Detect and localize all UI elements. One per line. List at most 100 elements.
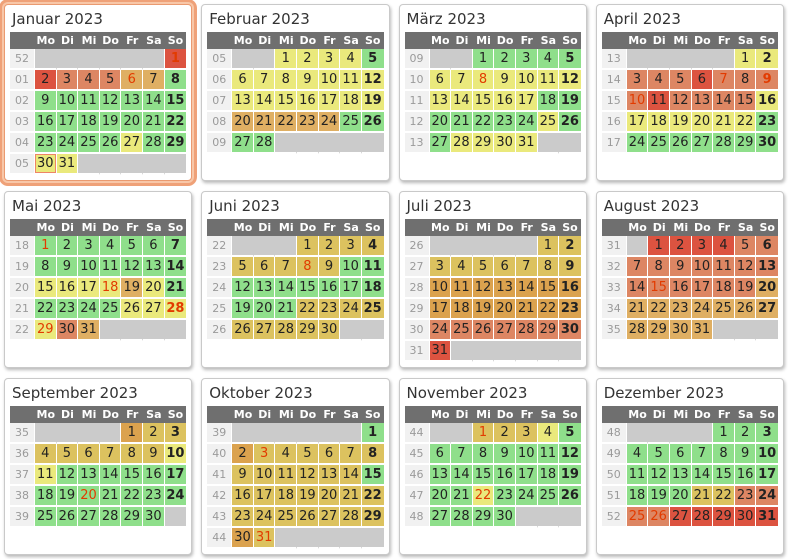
day-cell-6[interactable]: 6	[143, 236, 165, 257]
day-cell-26[interactable]: 26	[361, 112, 384, 133]
day-cell-6[interactable]: 6	[669, 444, 692, 465]
day-cell-21[interactable]: 21	[451, 112, 473, 133]
day-cell-13[interactable]: 13	[429, 465, 452, 486]
day-cell-10[interactable]: 10	[253, 465, 276, 486]
day-cell-8[interactable]: 8	[472, 444, 495, 465]
day-cell-6[interactable]: 6	[232, 70, 254, 91]
day-cell-27[interactable]: 27	[253, 320, 276, 341]
day-cell-23[interactable]: 23	[756, 112, 778, 133]
day-cell-29[interactable]: 29	[537, 320, 560, 341]
day-cell-17[interactable]: 17	[626, 112, 649, 133]
day-cell-7[interactable]: 7	[626, 257, 649, 278]
day-cell-19[interactable]: 19	[734, 278, 757, 299]
day-cell-18[interactable]: 18	[626, 486, 649, 507]
day-cell-22[interactable]: 22	[297, 299, 319, 320]
day-cell-7[interactable]: 7	[275, 257, 298, 278]
day-cell-17[interactable]: 17	[164, 465, 187, 486]
day-cell-22[interactable]: 22	[35, 299, 57, 320]
day-cell-25[interactable]: 25	[537, 486, 560, 507]
day-cell-3[interactable]: 3	[626, 70, 649, 91]
day-cell-6[interactable]: 6	[318, 444, 341, 465]
day-cell-9[interactable]: 9	[297, 70, 319, 91]
day-cell-17[interactable]: 17	[515, 91, 538, 112]
day-cell-18[interactable]: 18	[451, 299, 473, 320]
day-cell-19[interactable]: 19	[559, 91, 581, 112]
day-cell-30[interactable]: 30	[559, 320, 581, 341]
day-cell-22[interactable]: 22	[648, 299, 670, 320]
day-cell-29[interactable]: 29	[121, 507, 144, 528]
day-cell-11[interactable]: 11	[648, 91, 670, 112]
day-cell-27[interactable]: 27	[318, 507, 341, 528]
day-cell-8[interactable]: 8	[164, 70, 187, 91]
day-cell-25[interactable]: 25	[713, 299, 735, 320]
day-cell-10[interactable]: 10	[56, 91, 79, 112]
day-cell-6[interactable]: 6	[494, 257, 516, 278]
day-cell-8[interactable]: 8	[734, 70, 757, 91]
day-cell-21[interactable]: 21	[164, 278, 187, 299]
day-cell-25[interactable]: 25	[451, 320, 473, 341]
day-cell-12[interactable]: 12	[361, 70, 384, 91]
day-cell-31[interactable]: 31	[429, 341, 452, 362]
day-cell-11[interactable]: 11	[275, 465, 298, 486]
day-cell-4[interactable]: 4	[340, 49, 362, 70]
day-cell-12[interactable]: 12	[734, 257, 757, 278]
day-cell-20[interactable]: 20	[494, 299, 516, 320]
day-cell-26[interactable]: 26	[56, 507, 79, 528]
day-cell-10[interactable]: 10	[691, 257, 714, 278]
day-cell-11[interactable]: 11	[626, 465, 649, 486]
day-cell-30[interactable]: 30	[318, 320, 341, 341]
day-cell-31[interactable]: 31	[515, 133, 538, 154]
day-cell-13[interactable]: 13	[121, 91, 144, 112]
day-cell-27[interactable]: 27	[691, 133, 714, 154]
day-cell-17[interactable]: 17	[756, 465, 778, 486]
day-cell-29[interactable]: 29	[35, 320, 57, 341]
day-cell-9[interactable]: 9	[232, 465, 254, 486]
day-cell-1[interactable]: 1	[164, 49, 187, 70]
day-cell-10[interactable]: 10	[515, 70, 538, 91]
day-cell-4[interactable]: 4	[648, 70, 670, 91]
day-cell-25[interactable]: 25	[99, 299, 122, 320]
day-cell-23[interactable]: 23	[669, 299, 692, 320]
day-cell-3[interactable]: 3	[56, 70, 79, 91]
day-cell-12[interactable]: 12	[559, 444, 581, 465]
day-cell-15[interactable]: 15	[275, 91, 298, 112]
day-cell-19[interactable]: 19	[297, 486, 319, 507]
day-cell-6[interactable]: 6	[253, 257, 276, 278]
day-cell-13[interactable]: 13	[78, 465, 100, 486]
day-cell-7[interactable]: 7	[515, 257, 538, 278]
day-cell-24[interactable]: 24	[78, 299, 100, 320]
day-cell-6[interactable]: 6	[429, 444, 452, 465]
day-cell-24[interactable]: 24	[691, 299, 714, 320]
day-cell-3[interactable]: 3	[164, 423, 187, 444]
day-cell-16[interactable]: 16	[669, 278, 692, 299]
day-cell-13[interactable]: 13	[494, 278, 516, 299]
day-cell-8[interactable]: 8	[537, 257, 560, 278]
day-cell-2[interactable]: 2	[318, 236, 341, 257]
day-cell-13[interactable]: 13	[318, 465, 341, 486]
day-cell-18[interactable]: 18	[78, 112, 100, 133]
day-cell-28[interactable]: 28	[515, 320, 538, 341]
day-cell-8[interactable]: 8	[713, 444, 735, 465]
day-cell-27[interactable]: 27	[429, 133, 452, 154]
day-cell-13[interactable]: 13	[253, 278, 276, 299]
day-cell-23[interactable]: 23	[734, 486, 757, 507]
day-cell-22[interactable]: 22	[361, 486, 384, 507]
day-cell-18[interactable]: 18	[537, 91, 560, 112]
day-cell-27[interactable]: 27	[78, 507, 100, 528]
day-cell-1[interactable]: 1	[648, 236, 670, 257]
day-cell-8[interactable]: 8	[297, 257, 319, 278]
day-cell-14[interactable]: 14	[275, 278, 298, 299]
day-cell-5[interactable]: 5	[559, 49, 581, 70]
day-cell-2[interactable]: 2	[232, 444, 254, 465]
day-cell-20[interactable]: 20	[253, 299, 276, 320]
day-cell-8[interactable]: 8	[361, 444, 384, 465]
day-cell-27[interactable]: 27	[494, 320, 516, 341]
day-cell-18[interactable]: 18	[275, 486, 298, 507]
day-cell-13[interactable]: 13	[756, 257, 778, 278]
day-cell-29[interactable]: 29	[648, 320, 670, 341]
day-cell-24[interactable]: 24	[515, 112, 538, 133]
day-cell-4[interactable]: 4	[537, 423, 560, 444]
day-cell-1[interactable]: 1	[734, 49, 757, 70]
day-cell-19[interactable]: 19	[472, 299, 495, 320]
day-cell-14[interactable]: 14	[451, 465, 473, 486]
